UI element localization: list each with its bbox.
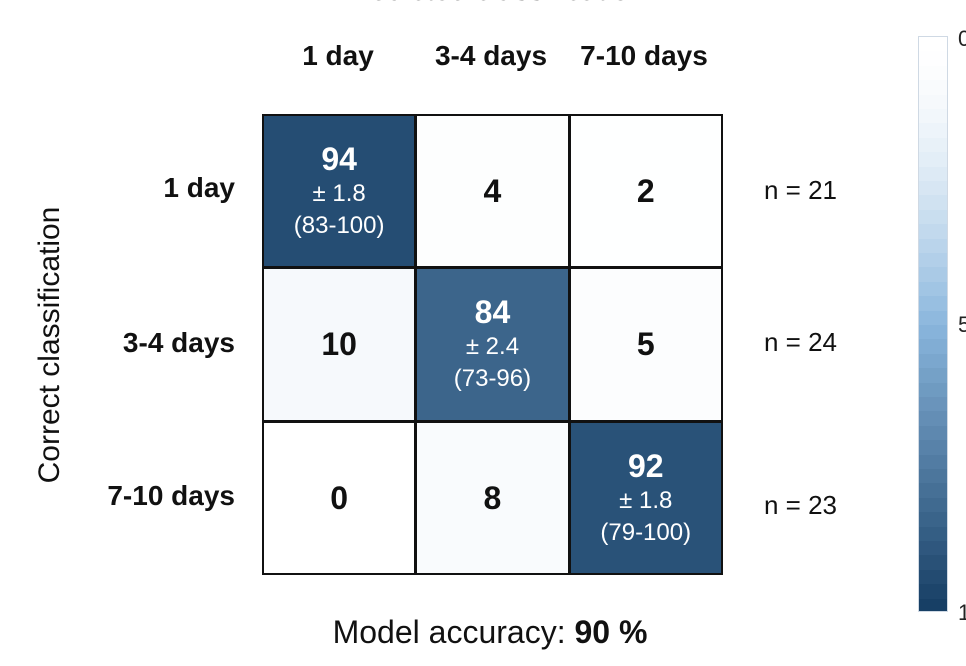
row-label-7-10-days: 7-10 days xyxy=(107,480,235,511)
cell-value: 92 xyxy=(627,447,664,484)
colorbar-segment xyxy=(919,281,947,298)
model-accuracy-value: 90 % xyxy=(574,614,648,650)
cell-value: 2 xyxy=(636,173,655,210)
colorbar-segment xyxy=(919,181,947,197)
colorbar-segment xyxy=(919,152,947,168)
cell-value: 8 xyxy=(483,479,502,516)
colorbar-segment xyxy=(919,512,947,528)
model-accuracy-label: Model accuracy: xyxy=(332,614,566,650)
colorbar-tick-top: 0 xyxy=(958,26,966,51)
colorbar-segment xyxy=(919,209,947,226)
colorbar-segment xyxy=(919,555,947,571)
colorbar-segment xyxy=(919,310,947,326)
cell-value: 94 xyxy=(321,141,357,178)
colorbar-segment xyxy=(919,454,947,470)
colorbar-segment xyxy=(919,267,947,283)
matrix-cell-r2-c1: 8 xyxy=(415,420,570,575)
colorbar-segment xyxy=(919,584,947,600)
cell-value: 84 xyxy=(474,294,511,331)
colorbar-segment xyxy=(919,51,947,67)
colorbar-segment xyxy=(919,238,947,254)
cell-range: (79-100) xyxy=(600,518,692,546)
matrix-cell-r0-c2: 2 xyxy=(568,114,723,269)
colorbar-segment xyxy=(919,353,947,370)
colorbar-segment xyxy=(919,109,947,125)
cell-value: 5 xyxy=(636,326,655,363)
colorbar xyxy=(918,36,948,612)
matrix-cell-r1-c1: 84 ± 2.4 (73-96) xyxy=(415,267,570,422)
colorbar-segment xyxy=(919,65,947,82)
colorbar-tick-bottom: 1 xyxy=(958,600,966,625)
colorbar-segment xyxy=(919,339,947,355)
cell-sd: ± 1.8 xyxy=(619,486,673,514)
colorbar-tick-mid: 5 xyxy=(958,312,966,337)
matrix-cell-r1-c2: 5 xyxy=(568,267,723,422)
row-label-3-4-days: 3-4 days xyxy=(122,327,235,358)
colorbar-segment xyxy=(919,137,947,154)
cell-range: (83-100) xyxy=(293,212,385,240)
colorbar-segment xyxy=(919,497,947,514)
colorbar-segment xyxy=(919,469,947,485)
colorbar-segment xyxy=(919,397,947,413)
row-label-1-day: 1 day xyxy=(163,172,235,203)
colorbar-segment xyxy=(919,94,947,110)
row-total-3-4-days: n = 24 xyxy=(764,327,838,357)
colorbar-segment xyxy=(919,296,947,312)
cell-value: 10 xyxy=(321,326,357,363)
matrix-cell-r2-c0: 0 xyxy=(262,420,417,575)
confusion-matrix: 94 ± 1.8 (83-100) 4 2 10 84 ± 2.4 (73-96) 5 0 8 92 ± … xyxy=(262,114,723,575)
matrix-cell-r2-c2: 92 ± 1.8 (79-100) xyxy=(568,420,723,575)
colorbar-segment xyxy=(919,425,947,442)
colorbar-segment xyxy=(919,325,947,341)
colorbar-segment xyxy=(919,195,947,211)
colorbar-segment xyxy=(919,598,947,611)
cell-value: 4 xyxy=(483,173,502,210)
row-total-7-10-days: n = 23 xyxy=(764,490,838,520)
colorbar-segment xyxy=(919,166,947,182)
model-accuracy: Model accuracy: 90 % xyxy=(0,614,966,651)
cell-value: 0 xyxy=(330,479,349,516)
colorbar-segment xyxy=(919,526,947,542)
column-label-7-10-days: 7-10 days xyxy=(580,40,708,71)
row-total-1-day: n = 21 xyxy=(764,175,838,205)
column-label-3-4-days: 3-4 days xyxy=(434,40,548,71)
cell-sd: ± 1.8 xyxy=(312,180,366,208)
colorbar-segment xyxy=(919,80,947,96)
colorbar-segment xyxy=(919,123,947,139)
colorbar-segment xyxy=(919,253,947,269)
matrix-cell-r0-c0: 94 ± 1.8 (83-100) xyxy=(262,114,417,269)
colorbar-segment xyxy=(919,224,947,240)
colorbar-segment xyxy=(919,382,947,398)
colorbar-segment xyxy=(919,37,947,53)
x-axis-title: Predicted classification xyxy=(313,0,673,8)
colorbar-segment xyxy=(919,541,947,557)
colorbar-segment xyxy=(919,483,947,499)
cell-range: (73-96) xyxy=(453,365,532,393)
column-label-1-day: 1 day xyxy=(302,40,374,71)
colorbar-segment xyxy=(919,411,947,427)
matrix-cell-r0-c1: 4 xyxy=(415,114,570,269)
matrix-cell-r1-c0: 10 xyxy=(262,267,417,422)
colorbar-segment xyxy=(919,440,947,456)
colorbar-segment xyxy=(919,368,947,384)
colorbar-segment xyxy=(919,569,947,586)
cell-sd: ± 2.4 xyxy=(465,333,520,361)
